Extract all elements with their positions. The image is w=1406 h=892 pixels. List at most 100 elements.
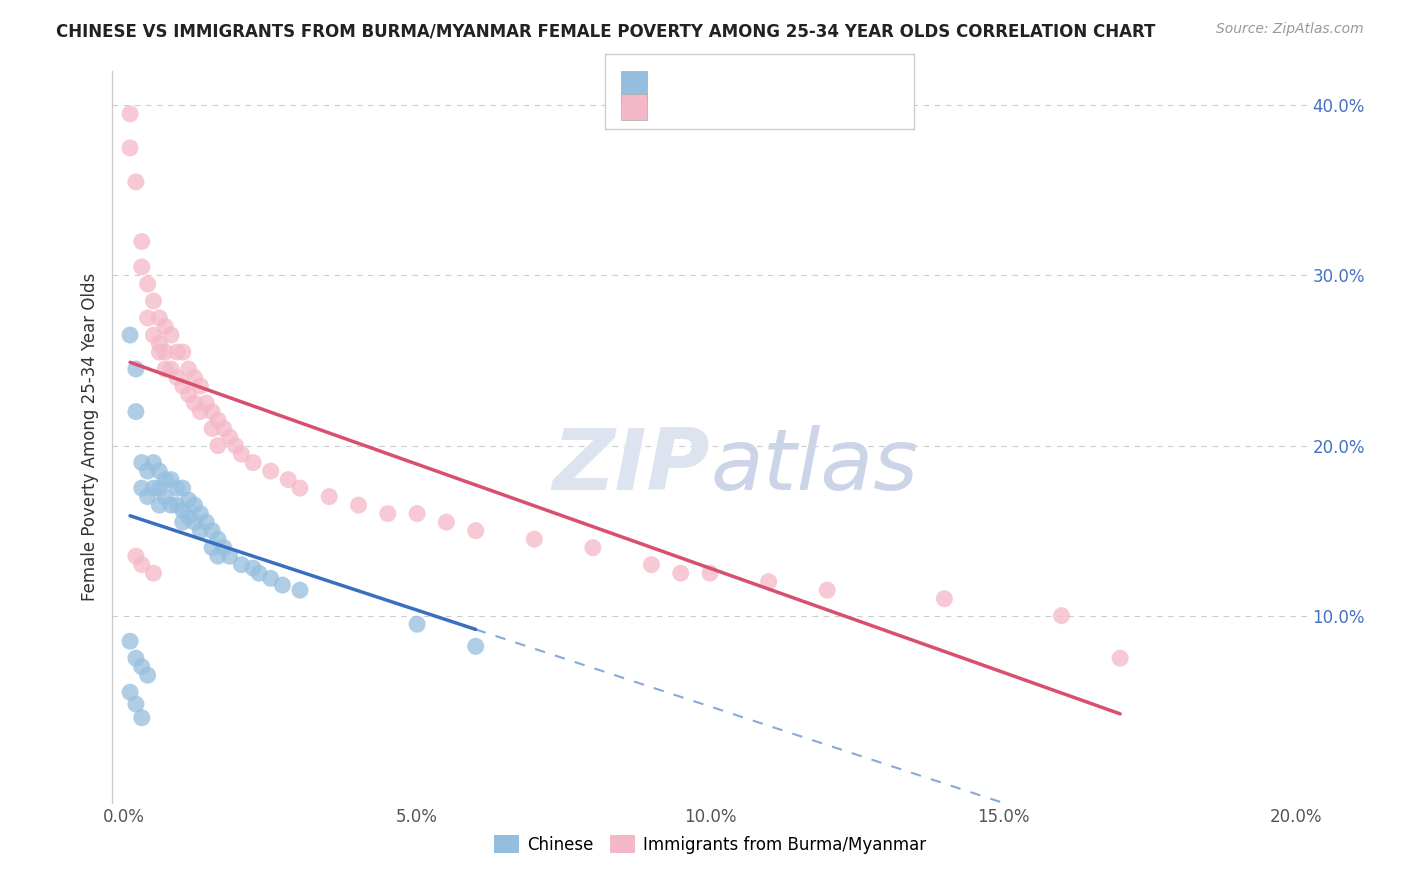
Point: [136, 490, 159, 504]
Point: [207, 532, 229, 546]
Point: [125, 175, 148, 189]
Point: [172, 481, 194, 495]
Point: [120, 328, 141, 343]
Point: [406, 617, 429, 632]
Point: [640, 558, 662, 572]
Point: [160, 498, 183, 512]
Point: [160, 328, 183, 343]
Point: [131, 260, 153, 274]
Point: [231, 558, 253, 572]
Point: [195, 396, 218, 410]
Point: [136, 464, 159, 478]
Point: [155, 473, 177, 487]
Point: [231, 447, 253, 461]
Point: [155, 362, 177, 376]
Point: [247, 566, 270, 581]
Point: [406, 507, 429, 521]
Point: [166, 370, 188, 384]
Point: [201, 524, 224, 538]
Point: [195, 515, 218, 529]
Point: [277, 473, 299, 487]
Point: [188, 379, 212, 393]
Point: [177, 362, 200, 376]
Point: [188, 524, 212, 538]
Point: [136, 668, 159, 682]
Point: [183, 370, 205, 384]
Point: [318, 490, 340, 504]
Point: [131, 711, 153, 725]
Point: [155, 490, 177, 504]
Point: [125, 549, 148, 563]
Point: [148, 311, 170, 326]
Point: [201, 421, 224, 435]
Point: [464, 524, 486, 538]
Text: atlas: atlas: [710, 425, 918, 508]
Point: [218, 549, 240, 563]
Point: [225, 439, 247, 453]
Point: [212, 421, 235, 435]
Point: [201, 541, 224, 555]
Point: [148, 464, 170, 478]
Point: [183, 515, 205, 529]
Point: [131, 558, 153, 572]
Point: [120, 107, 141, 121]
Point: [242, 456, 264, 470]
Point: [142, 481, 165, 495]
Point: [201, 404, 224, 418]
Point: [183, 396, 205, 410]
Point: [166, 345, 188, 359]
Point: [288, 481, 311, 495]
Point: [669, 566, 692, 581]
Point: [148, 498, 170, 512]
Point: [260, 464, 283, 478]
Point: [347, 498, 370, 512]
Text: R = -0.058   N = 59: R = -0.058 N = 59: [661, 98, 853, 116]
Point: [166, 498, 188, 512]
Text: Source: ZipAtlas.com: Source: ZipAtlas.com: [1216, 22, 1364, 37]
Point: [271, 578, 294, 592]
Point: [166, 481, 188, 495]
Point: [207, 439, 229, 453]
Point: [1109, 651, 1132, 665]
Point: [148, 345, 170, 359]
Point: [177, 510, 200, 524]
Point: [758, 574, 780, 589]
Point: [188, 507, 212, 521]
Point: [172, 503, 194, 517]
Point: [188, 404, 212, 418]
Point: [523, 532, 546, 546]
Point: [207, 413, 229, 427]
Point: [131, 481, 153, 495]
Point: [207, 549, 229, 563]
Point: [582, 541, 605, 555]
Y-axis label: Female Poverty Among 25-34 Year Olds: Female Poverty Among 25-34 Year Olds: [80, 273, 98, 601]
Point: [177, 387, 200, 401]
Point: [142, 566, 165, 581]
Point: [148, 336, 170, 351]
Point: [699, 566, 721, 581]
Point: [160, 473, 183, 487]
Point: [934, 591, 956, 606]
Point: [260, 571, 283, 585]
Point: [436, 515, 458, 529]
Point: [125, 697, 148, 711]
Point: [155, 319, 177, 334]
Point: [183, 498, 205, 512]
Point: [172, 379, 194, 393]
Point: [242, 561, 264, 575]
Point: [120, 634, 141, 648]
Point: [142, 456, 165, 470]
Point: [155, 345, 177, 359]
Point: [131, 456, 153, 470]
Point: [142, 293, 165, 308]
Point: [131, 235, 153, 249]
Point: [177, 493, 200, 508]
Point: [125, 651, 148, 665]
Point: [136, 311, 159, 326]
Point: [1050, 608, 1073, 623]
Point: [377, 507, 399, 521]
Text: ZIP: ZIP: [553, 425, 710, 508]
Point: [160, 362, 183, 376]
Point: [142, 328, 165, 343]
Point: [136, 277, 159, 291]
